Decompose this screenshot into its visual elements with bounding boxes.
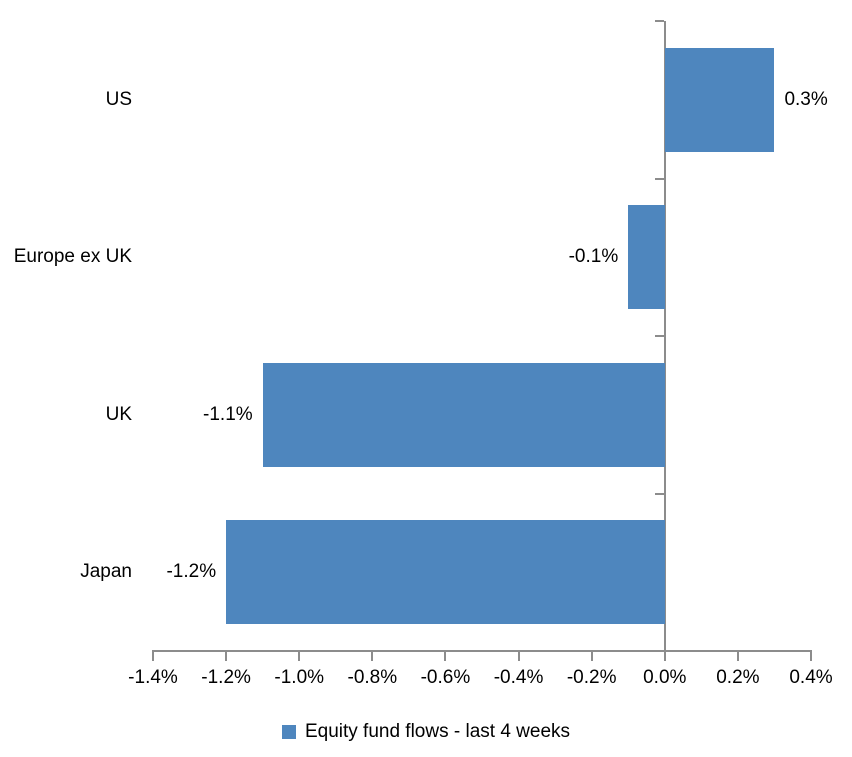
x-axis-tick [371,650,374,661]
x-axis-tick-label: 0.2% [716,667,760,688]
category-label-us: US [105,88,132,110]
data-label-europe-ex-uk: -0.1% [568,246,619,268]
x-axis-tick-label: -1.0% [274,667,325,688]
y-axis-tick [654,20,664,22]
x-axis-tick [225,650,228,661]
y-axis-tick [654,492,664,495]
x-axis-tick [298,650,301,661]
x-axis-tick-label: 0.0% [643,667,687,688]
legend-label: Equity fund flows - last 4 weeks [304,721,571,742]
category-label-uk: UK [105,403,132,425]
category-label-japan: Japan [80,561,132,583]
x-axis-tick-label: 0.4% [789,667,833,688]
x-axis-tick [444,650,447,661]
x-axis-tick-label: -1.4% [128,667,178,688]
x-axis-tick-label: -0.6% [420,667,471,688]
y-axis-line [663,21,666,651]
x-axis-tick [810,650,812,661]
x-axis-tick [152,650,154,661]
legend-swatch-icon [281,725,296,739]
bar-uk [262,362,665,467]
bar-europe-ex-uk [628,205,665,310]
data-label-us: 0.3% [784,88,828,110]
x-axis-tick [590,650,593,661]
x-axis-tick-label: -0.4% [493,667,544,688]
x-axis-tick [663,650,666,661]
legend: Equity fund flows - last 4 weeks [0,716,852,748]
x-axis-line [153,650,811,652]
y-axis-tick [654,335,664,337]
category-label-europe-ex-uk: Europe ex UK [13,246,132,268]
x-axis-tick [517,650,520,661]
y-axis-tick [654,650,664,652]
x-axis-tick [736,650,739,661]
x-axis-tick-label: -0.8% [347,667,398,688]
data-label-japan: -1.2% [166,561,217,583]
bar-japan [226,520,665,625]
bar-us [664,47,775,152]
x-axis-tick-label: -0.2% [566,667,617,688]
data-label-uk: -1.1% [203,403,253,425]
y-axis-tick [654,177,664,180]
x-axis-tick-label: -1.2% [201,667,251,688]
